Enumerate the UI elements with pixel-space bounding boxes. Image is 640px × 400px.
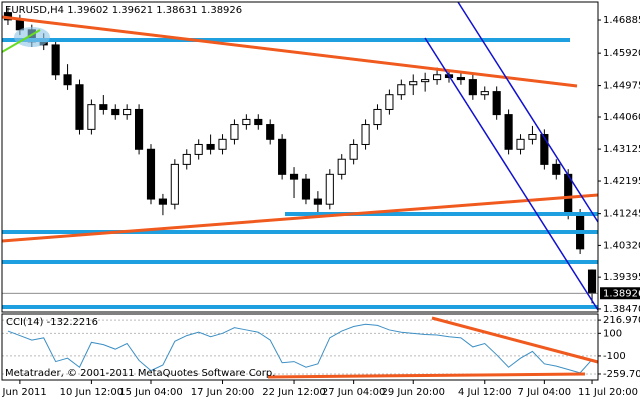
candle-body [15, 19, 24, 31]
candle-body [337, 158, 346, 175]
candle-body [373, 108, 382, 126]
candle-body [63, 74, 72, 86]
candle-body [409, 81, 418, 86]
y-tick-label: 1.46885 [603, 15, 640, 26]
marks: 1.46885 1.45920 1.44975 1.44060 1.43125 1.421… [0, 7, 640, 398]
candle-body [361, 124, 370, 145]
x-tick-label: 4 Jul 12:00 [458, 387, 512, 398]
x-tick-label: 10 Jun 12:00 [60, 387, 124, 398]
candle-body [254, 118, 263, 126]
x-tick-label: 7 Jul 04:00 [518, 387, 572, 398]
cci-frame [1, 313, 599, 381]
x-tick-label: 29 Jun 20:00 [381, 387, 445, 398]
candle-body [87, 104, 96, 130]
candle-body [266, 124, 275, 140]
trend-line [1, 29, 41, 53]
candle-body [492, 91, 501, 116]
candle-body [313, 198, 322, 205]
candle-body [325, 173, 334, 205]
indicator-line [7, 323, 593, 374]
candle-body [75, 84, 84, 130]
candle-body [385, 94, 394, 110]
candle-body [146, 148, 156, 200]
channel-line [424, 37, 599, 311]
candle-body [206, 143, 215, 150]
y-tick-label: -259.703 [603, 369, 640, 380]
y-tick-label: -100 [603, 351, 626, 362]
candle-body [468, 79, 477, 96]
trend-line [267, 372, 586, 379]
price-frame [1, 1, 599, 313]
copyright: Metatrader, © 2001-2011 MetaQuotes Softw… [5, 368, 275, 379]
candle-body [528, 134, 537, 140]
y-tick-label: 1.42195 [603, 176, 640, 187]
x-tick-label: 17 Jun 20:00 [191, 387, 255, 398]
candle-body [170, 163, 179, 205]
candle-body [349, 143, 358, 160]
y-tick-label: 100 [603, 328, 622, 339]
candle-body [587, 269, 597, 294]
candle-body [218, 138, 227, 150]
x-tick-label: 7 Jun 2011 [0, 387, 47, 398]
candle-body [421, 79, 430, 83]
indicator-title: CCI(14) -132.2216 [6, 317, 98, 328]
candle-body [51, 44, 60, 76]
y-tick-label: 1.38470 [603, 304, 640, 315]
candle-body [99, 104, 108, 110]
y-tick-label: 1.45920 [603, 48, 640, 59]
candle-body [278, 138, 287, 175]
candle-body [111, 108, 120, 116]
candle-body [230, 124, 239, 140]
candle-body [123, 108, 132, 116]
candle-body [516, 138, 525, 150]
candle-body [397, 84, 406, 96]
trend-line [431, 316, 599, 364]
y-tick-label: 1.44975 [603, 81, 640, 92]
candle-body [182, 153, 191, 165]
candle-body [194, 143, 203, 155]
highlight [14, 27, 50, 47]
y-tick-label: 1.44060 [603, 112, 640, 123]
candle-body [504, 114, 513, 150]
candle-body [456, 77, 465, 81]
candle-body [289, 173, 299, 180]
channel-line [457, 1, 599, 223]
y-tick-label: 1.43125 [603, 144, 640, 155]
candle-body [480, 91, 489, 96]
candle-body [301, 178, 311, 200]
candle-body [540, 134, 549, 165]
y-tick-label: 1.40320 [603, 240, 640, 251]
candle-body [158, 198, 167, 205]
candle-body [433, 74, 442, 81]
trend-line [1, 15, 578, 88]
x-tick-label: 11 Jul 20:00 [578, 387, 638, 398]
candle-body [552, 163, 561, 175]
x-tick-label: 15 Jun 04:00 [119, 387, 183, 398]
trend-line [1, 193, 599, 243]
y-tick-label: 216.9705 [603, 315, 640, 326]
x-tick-label: 27 Jun 04:00 [322, 387, 386, 398]
drawings [1, 1, 599, 379]
candle-body [135, 108, 144, 150]
y-tick-label: 1.39395 [603, 272, 640, 283]
last-price-box [600, 287, 640, 300]
x-tick-label: 22 Jun 12:00 [262, 387, 326, 398]
y-tick-label: 1.41245 [603, 209, 640, 220]
last-price-label: 1.38926 [603, 288, 640, 299]
chart-title: EURUSD,H4 1.39602 1.39621 1.38631 1.3892… [5, 5, 242, 16]
candle-body [242, 118, 251, 126]
